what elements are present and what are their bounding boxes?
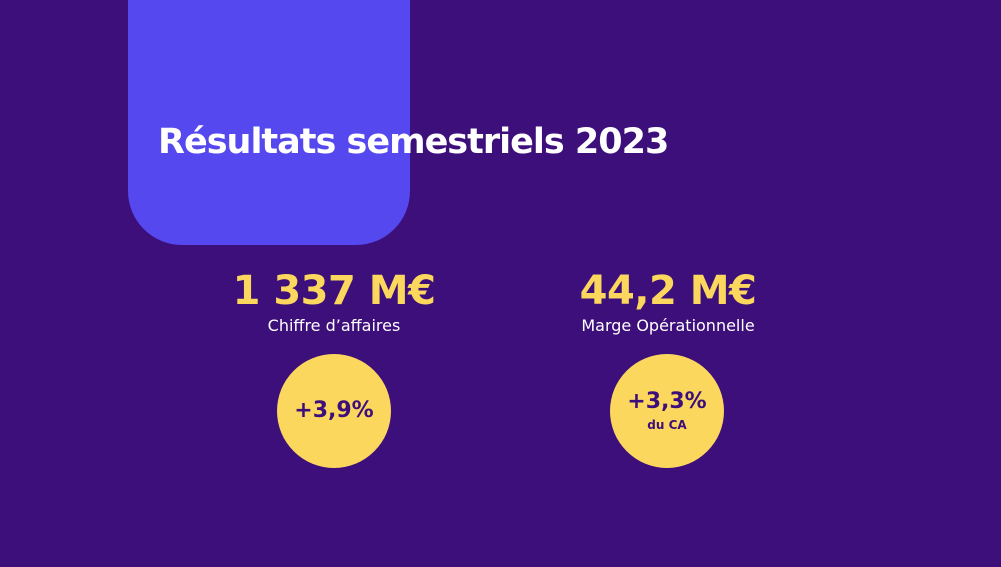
margin-rate-badge: +3,3% du CA — [610, 354, 724, 468]
operating-margin-value: 44,2 M€ — [579, 268, 757, 314]
kpi-revenue: 1 337 M€ Chiffre d’affaires — [174, 266, 494, 336]
accent-block — [128, 0, 410, 245]
margin-rate-sublabel: du CA — [647, 418, 687, 432]
revenue-value: 1 337 M€ — [232, 268, 436, 314]
kpi-operating-margin: 44,2 M€ Marge Opérationnelle — [508, 266, 828, 336]
revenue-growth-badge: +3,9% — [277, 354, 391, 468]
page-title: Résultats semestriels 2023 — [158, 122, 669, 162]
revenue-label: Chiffre d’affaires — [267, 316, 401, 335]
margin-rate-value: +3,3% — [627, 389, 707, 414]
operating-margin-label: Marge Opérationnelle — [581, 316, 755, 335]
revenue-growth-value: +3,9% — [294, 398, 374, 423]
